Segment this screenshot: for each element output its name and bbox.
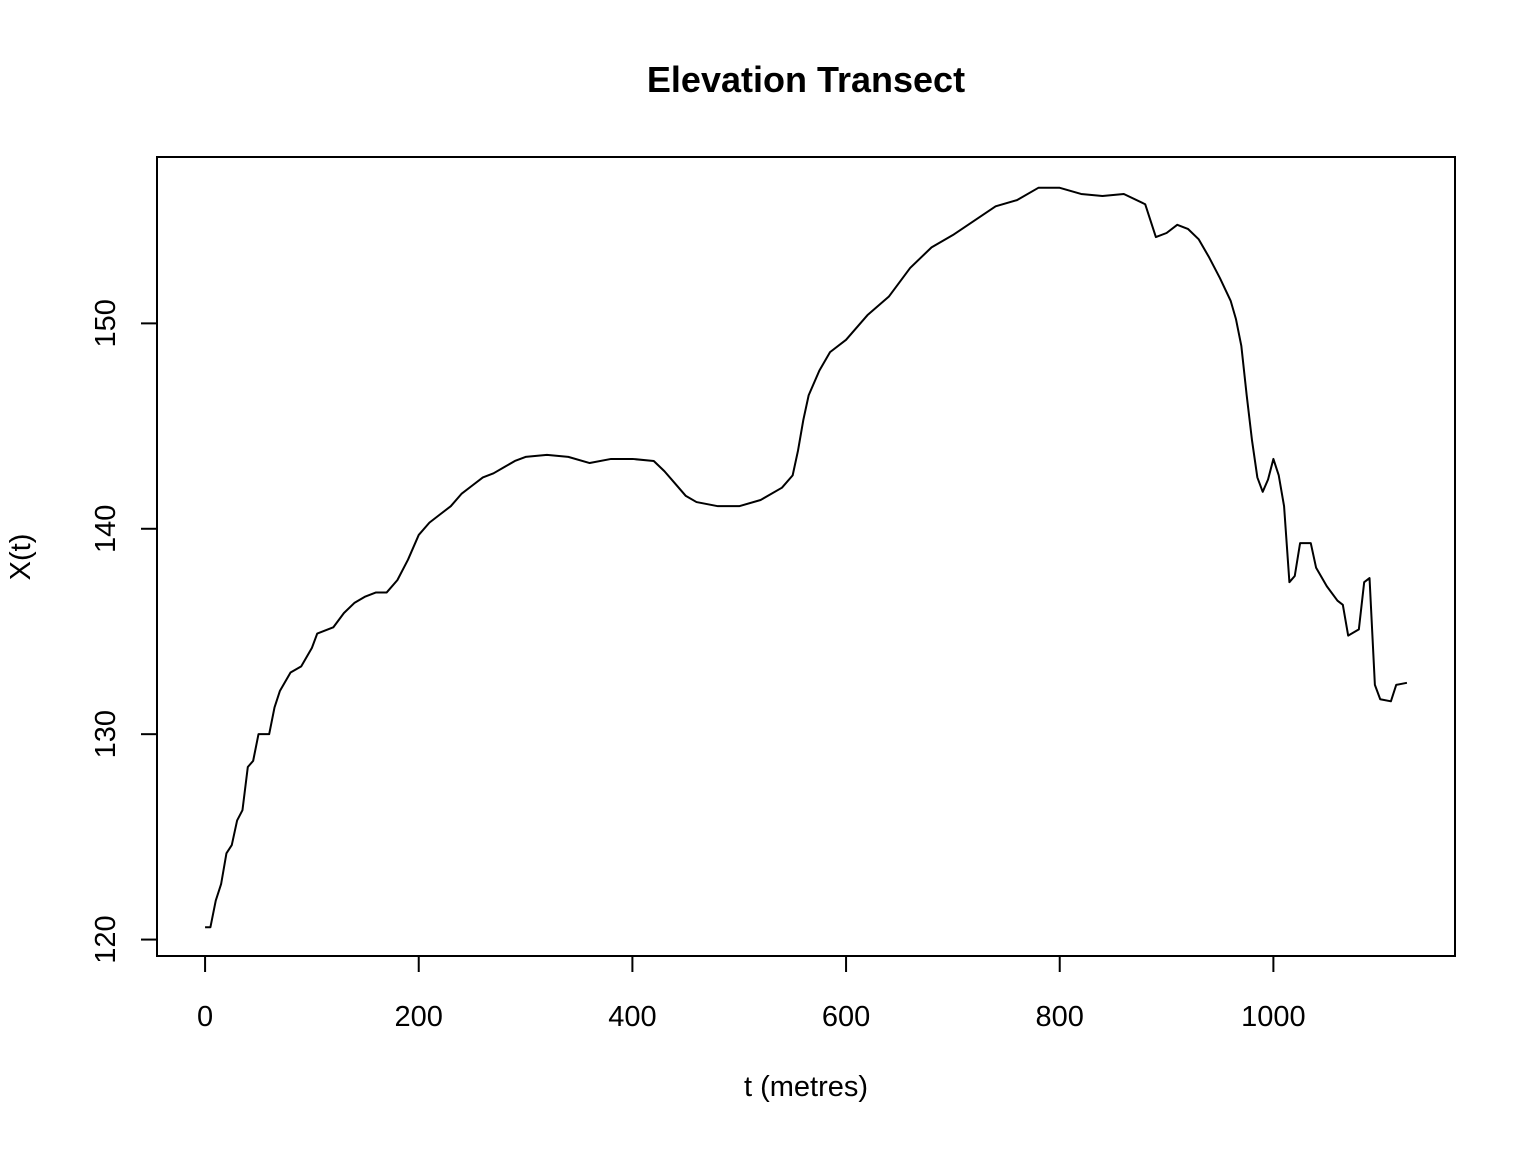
x-axis-label: t (metres) xyxy=(744,1071,868,1103)
plot-frame xyxy=(156,156,1456,957)
y-tick-label: 130 xyxy=(90,710,122,758)
x-tick-label: 200 xyxy=(395,1001,443,1033)
x-tick-label: 0 xyxy=(197,1001,213,1033)
x-tick-label: 800 xyxy=(1036,1001,1084,1033)
y-tick-label: 150 xyxy=(90,299,122,347)
y-tick-label: 120 xyxy=(90,915,122,963)
x-tick-label: 600 xyxy=(822,1001,870,1033)
data-line xyxy=(205,186,1408,929)
y-axis-label: X(t) xyxy=(5,534,37,581)
x-tick-label: 400 xyxy=(608,1001,656,1033)
y-tick-label: 140 xyxy=(90,505,122,553)
x-tick-label: 1000 xyxy=(1241,1001,1306,1033)
chart-title: Elevation Transect xyxy=(647,59,965,100)
